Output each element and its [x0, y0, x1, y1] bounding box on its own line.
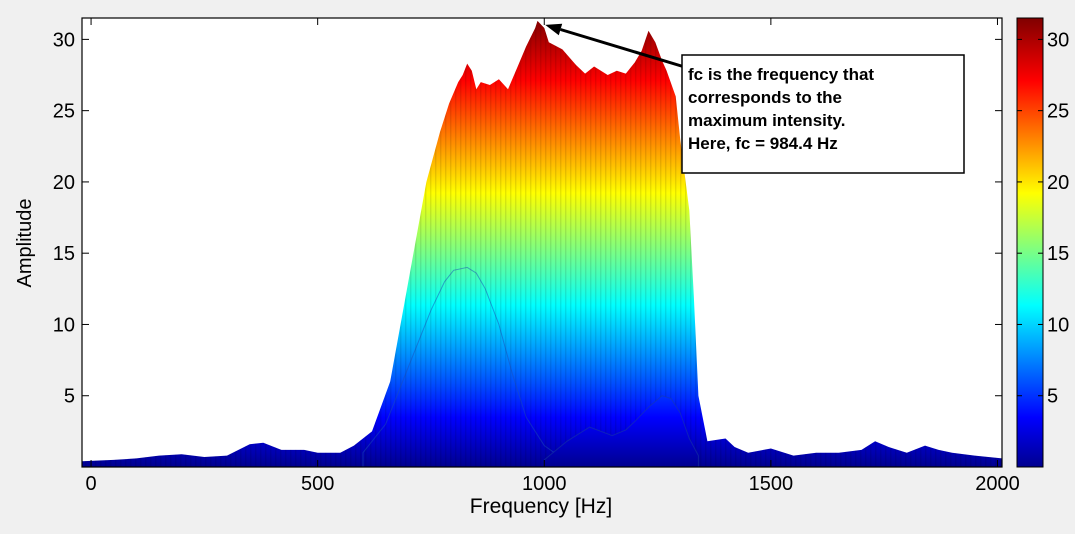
- annotation-line-3: maximum intensity.: [688, 111, 845, 130]
- annotation-box: [681, 54, 965, 174]
- spectrum-texture: [82, 20, 1002, 467]
- annotation-line-1: fc is the frequency that: [688, 65, 874, 84]
- x-tick-label: 500: [301, 473, 334, 495]
- y-axis: 5 10 15 20 25 30: [53, 29, 1002, 408]
- x-axis-label: Frequency [Hz]: [470, 495, 612, 518]
- series-layer: [82, 20, 1002, 467]
- spectrum-inner-lobe-texture: [363, 267, 563, 467]
- y-tick-label: 10: [53, 314, 75, 336]
- y-tick-label: 20: [53, 172, 75, 194]
- annotation-arrow: [560, 28, 689, 70]
- x-tick-label: 2000: [975, 473, 1020, 495]
- colorbar-tick-label: 20: [1047, 172, 1069, 194]
- y-tick-label: 5: [64, 386, 75, 408]
- colorbar: [1016, 17, 1044, 468]
- y-tick-label: 15: [53, 243, 75, 265]
- annotation-arrowhead: [545, 23, 563, 36]
- colorbar-tick-label: 30: [1047, 29, 1069, 51]
- spectrum-secondary-bumps: [543, 395, 699, 467]
- colorbar-tick-label: 25: [1047, 101, 1069, 123]
- x-tick-label: 1000: [522, 473, 567, 495]
- y-axis-label: Amplitude: [14, 199, 36, 288]
- colorbar-tick-label: 10: [1047, 314, 1069, 336]
- colorbar-tick-label: 5: [1047, 386, 1058, 408]
- colorbar-tick-label: 15: [1047, 243, 1069, 265]
- y-tick-label: 30: [53, 29, 75, 51]
- annotation: fc is the frequency that corresponds to …: [545, 23, 965, 174]
- plot-frame: [81, 17, 1003, 468]
- x-tick-label: 0: [86, 473, 97, 495]
- x-axis: 0 500 1000 1500 2000: [86, 18, 1020, 495]
- x-tick-label: 1500: [749, 473, 794, 495]
- y-tick-label: 25: [53, 101, 75, 123]
- colorbar-ticks: 5 10 15 20 25 30: [1017, 29, 1069, 408]
- annotation-line-4: Here, fc = 984.4 Hz: [688, 134, 838, 153]
- annotation-line-2: corresponds to the: [688, 88, 842, 107]
